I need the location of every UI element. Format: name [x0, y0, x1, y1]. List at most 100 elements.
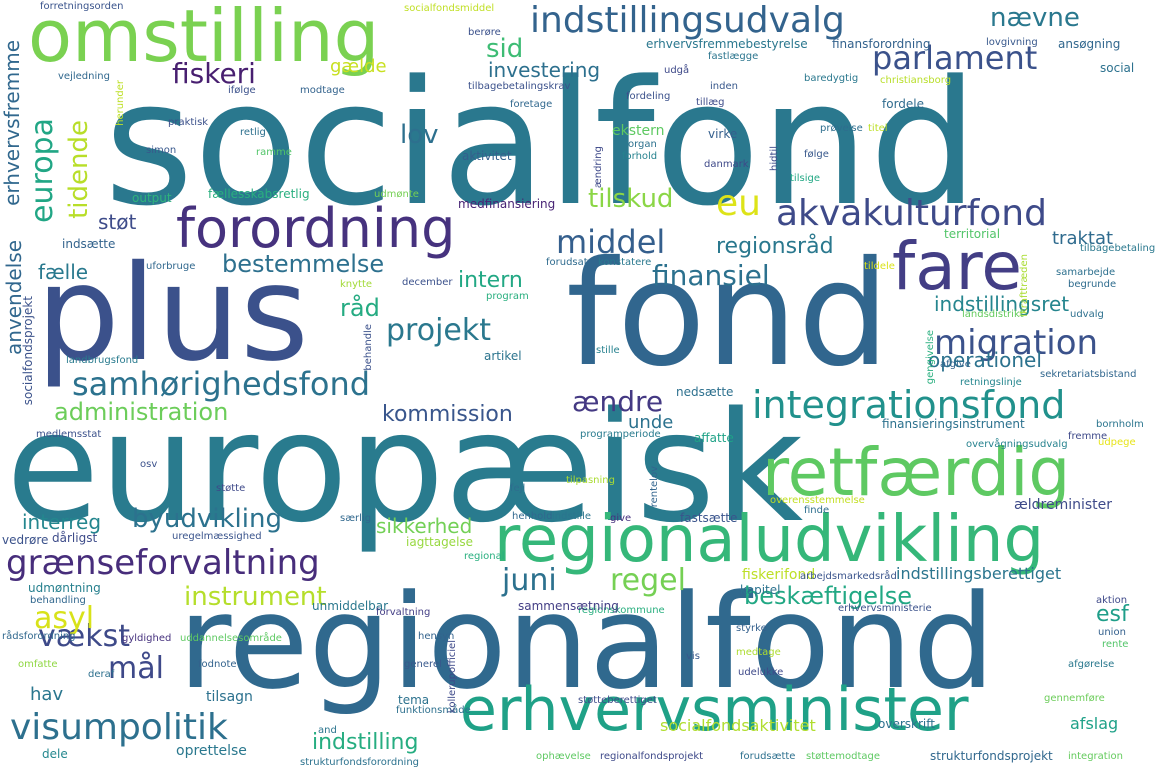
word-fodnote: fodnote — [198, 659, 237, 670]
word-uddannelsesomraade: uddannelsesområde — [180, 633, 282, 644]
word-give: give — [610, 513, 632, 524]
word-strukturfondsprojekt: strukturfondsprojekt — [930, 749, 1053, 763]
word-omstilling: omstilling — [28, 0, 380, 78]
word-aktivitet: aktivitet — [462, 149, 512, 163]
word-tilbagebetaling: tilbagebetaling — [1080, 243, 1155, 254]
word-oprettelse: oprettelse — [176, 743, 247, 759]
word-afgive: afgive — [940, 359, 971, 370]
word-nedsaette: nedsætte — [676, 385, 734, 399]
word-interreg: interreg — [22, 510, 102, 534]
word-tilpasning: tilpasning — [566, 475, 615, 486]
word-afgoerelse: afgørelse — [1068, 659, 1115, 670]
word-indstillingsret: indstillingsret — [934, 292, 1070, 316]
word-osv: osv — [140, 459, 158, 470]
word-inden: inden — [710, 81, 738, 92]
word-medtage: medtage — [736, 647, 781, 658]
word-fordele: fordele — [882, 97, 925, 111]
word-udelukke: udelukke — [738, 667, 784, 678]
word-bestemmelse: bestemmelse — [222, 250, 385, 278]
word-program: program — [486, 291, 529, 302]
word-union: union — [1098, 627, 1126, 638]
word-generel: generel — [404, 659, 442, 670]
word-proevelse: prøvelse — [820, 123, 863, 134]
word-hidtil: hidtil — [769, 146, 780, 171]
word-retningslinje: retningslinje — [960, 377, 1022, 388]
word-operationel: operationel — [928, 348, 1042, 372]
word-naevne: nævne — [990, 3, 1080, 33]
word-sammensaetning: sammensætning — [518, 599, 619, 613]
word-styrke: styrke — [736, 623, 767, 634]
word-behandle: behandle — [363, 324, 374, 371]
word-danmark: danmark — [704, 159, 749, 170]
word-kollerupofficiel: kollerupofficiel — [447, 640, 458, 714]
word-parlament: parlament — [872, 39, 1038, 77]
word-lov: lov — [400, 120, 439, 150]
word-fastlaegge: fastlægge — [708, 51, 759, 62]
word-indsaette: indsætte — [62, 237, 116, 251]
word-hav: hav — [30, 684, 64, 705]
word-funktionsmaade: funktionsmåde — [396, 705, 471, 716]
word-tilsige: tilsige — [790, 173, 820, 184]
word-projekt: projekt — [386, 313, 491, 348]
word-indstille: indstille — [552, 511, 592, 522]
word-regel: regel — [610, 563, 686, 598]
word-forordning: forordning — [176, 197, 456, 260]
word-vis: vis — [686, 651, 700, 662]
word-aendring: ændring — [593, 146, 604, 189]
word-arbejdsmarkedsraad: arbejdsmarkedsråd — [800, 571, 897, 582]
word-foretage: foretage — [510, 99, 553, 110]
word-udmoentning: udmøntning — [28, 581, 101, 595]
word-and: and — [318, 725, 337, 736]
word-finansieringsinstrument: finansieringsinstrument — [882, 417, 1025, 431]
word-intern: intern — [458, 268, 523, 293]
word-behandling: behandling — [30, 595, 86, 606]
word-regionalfond: regionalfond — [178, 566, 996, 718]
word-simon: simon — [146, 145, 177, 156]
word-regionsraad: regionsråd — [716, 234, 834, 259]
word-tildele: tildele — [864, 261, 895, 272]
word-finansforordning: finansforordning — [832, 37, 931, 51]
word-fordeling: fordeling — [626, 91, 671, 102]
word-asyl: asyl — [34, 601, 95, 636]
word-raadsforordning: rådsforordning — [2, 631, 76, 642]
word-fare: fare — [892, 228, 1022, 305]
word-vejledning: vejledning — [58, 71, 110, 82]
word-regionskommune: regionskommune — [578, 605, 665, 616]
word-samarbejde: samarbejde — [1056, 267, 1116, 278]
word-eu: eu — [716, 183, 761, 224]
word-landbrugsfond: landbrugsfond — [66, 355, 139, 366]
word-udgaa: udgå — [664, 65, 690, 76]
word-fremme: fremme — [1068, 431, 1108, 442]
word-aeldreminister: ældreminister — [1014, 497, 1113, 513]
word-aktion: aktion — [1096, 595, 1128, 606]
word-titel: titel — [868, 123, 888, 134]
word-finde: finde — [804, 505, 830, 516]
word-forudsaette: forudsætte — [740, 751, 796, 762]
word-socialfondsmiddel: socialfondsmiddel — [404, 3, 495, 14]
word-graenseforvaltning: grænseforvaltning — [6, 543, 320, 583]
word-ansoegning: ansøgning — [1058, 37, 1121, 51]
word-ophaevelse: ophævelse — [536, 751, 591, 762]
word-stoetteberettiget: støtteberettiget — [578, 695, 657, 706]
word-integrationsfond: integrationsfond — [752, 383, 1066, 427]
word-regional: regional — [464, 551, 505, 562]
word-plus: plus — [36, 237, 309, 391]
word-konstatere: konstatere — [598, 257, 652, 268]
word-juni: juni — [502, 563, 557, 598]
word-beskaeftigelse: beskæftigelse — [744, 582, 913, 610]
word-fejl: fejl — [510, 483, 526, 494]
word-christiansborg: christiansborg — [880, 75, 952, 86]
word-begrunde: begrunde — [1068, 279, 1117, 290]
word-strukturfondsforordning: strukturfondsforordning — [300, 757, 420, 768]
word-foelge: følge — [804, 149, 829, 160]
word-output: output — [132, 191, 172, 205]
word-rentelov: rentelov — [649, 466, 660, 508]
word-stoettemodtage: støttemodtage — [806, 751, 880, 762]
word-erhvervsfremme: erhvervsfremme — [0, 40, 24, 206]
word-bornholm: bornholm — [1096, 419, 1144, 430]
word-indstilling: indstilling — [312, 730, 419, 755]
word-rente: rente — [1102, 639, 1129, 650]
word-erhvervsfremmebestyrelse: erhvervsfremmebestyrelse — [646, 37, 808, 51]
word-hensyn: hensyn — [418, 631, 455, 642]
